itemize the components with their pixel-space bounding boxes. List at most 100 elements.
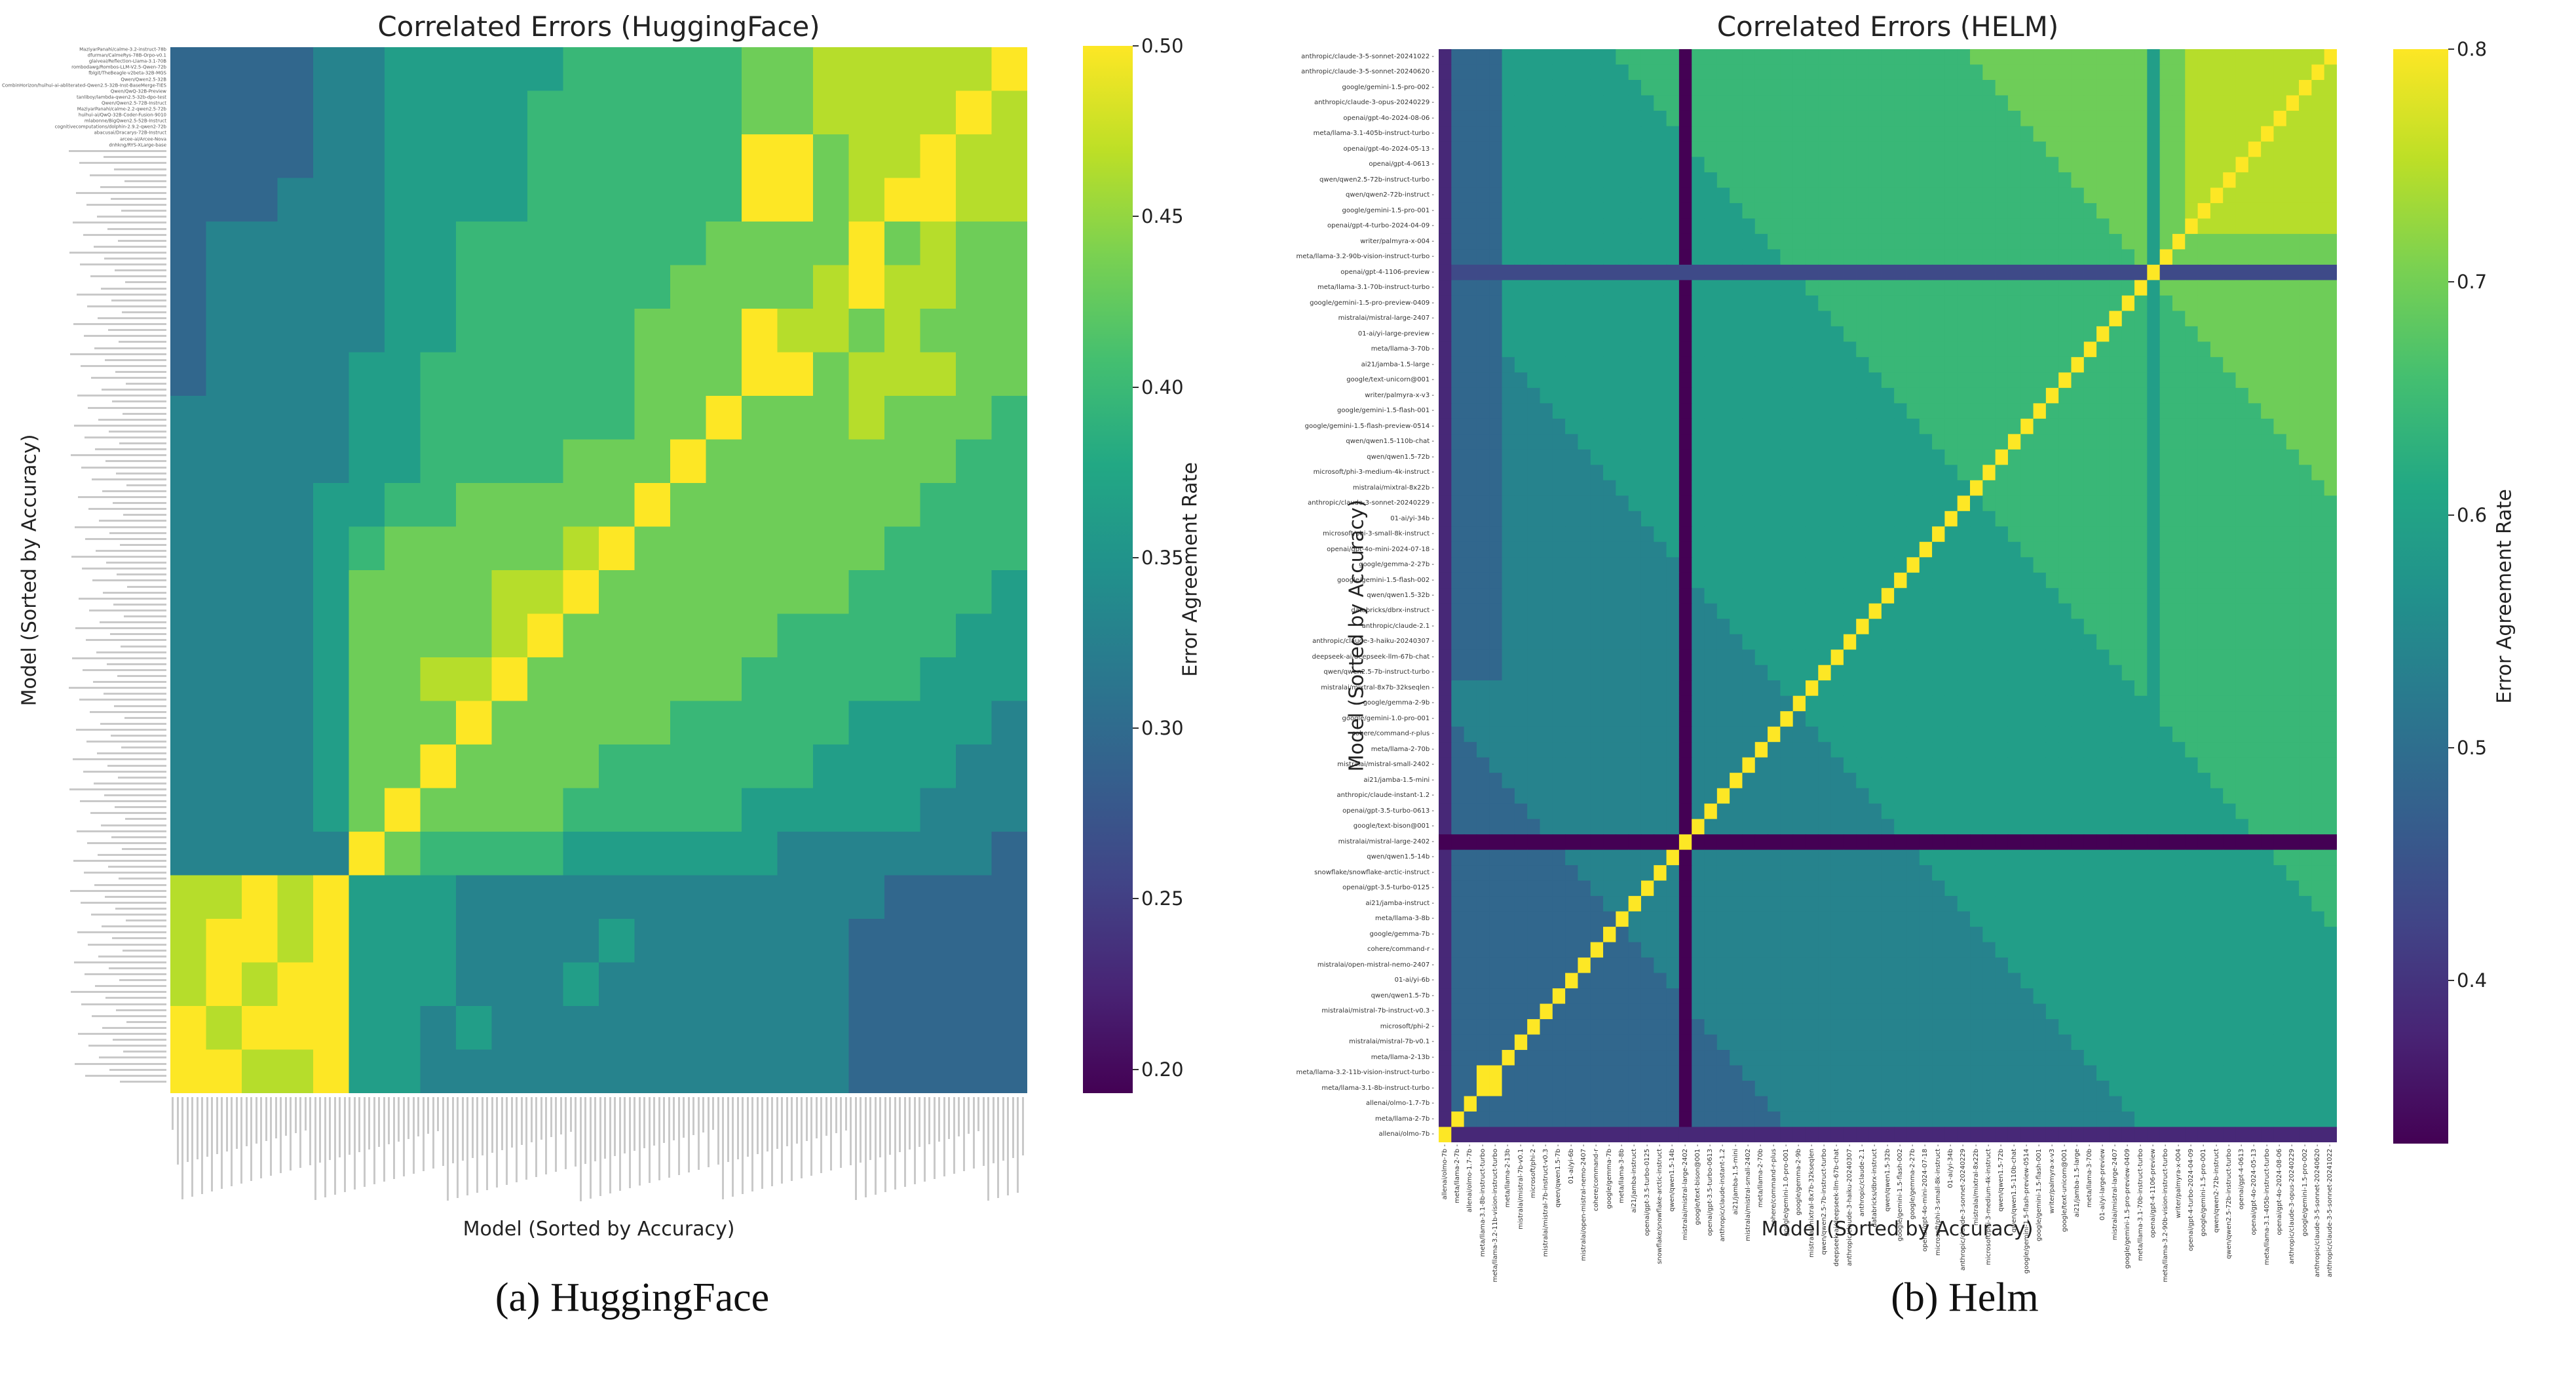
heatmap-cell xyxy=(1716,203,1730,220)
heatmap-cell xyxy=(1792,511,1806,527)
heatmap-cell xyxy=(1476,233,1490,250)
heatmap-cell xyxy=(1768,757,1781,773)
heatmap-cell xyxy=(1527,126,1541,142)
heatmap-cell xyxy=(313,90,350,135)
heatmap-cell xyxy=(1527,157,1541,173)
y-tick-label-placeholder xyxy=(86,741,166,743)
heatmap-cell xyxy=(1932,711,1945,727)
heatmap-cell xyxy=(1451,557,1465,573)
heatmap-cell xyxy=(1768,849,1781,866)
y-tick-label-placeholder xyxy=(91,914,166,916)
heatmap-cell xyxy=(1451,418,1465,435)
heatmap-cell xyxy=(2096,649,2110,666)
heatmap-cell xyxy=(1944,557,1958,573)
heatmap-cell xyxy=(2045,49,2059,66)
heatmap-cell xyxy=(2286,218,2300,235)
y-tick-label: meta/llama-2-13b - xyxy=(1371,1053,1434,1061)
heatmap-cell xyxy=(1906,557,1920,573)
heatmap-cell xyxy=(2058,603,2072,619)
heatmap-cell xyxy=(1792,110,1806,127)
heatmap-cell xyxy=(1995,541,2009,558)
heatmap-cell xyxy=(2109,742,2123,758)
heatmap-cell xyxy=(2033,588,2047,604)
heatmap-cell xyxy=(2261,295,2275,311)
heatmap-cell xyxy=(1754,372,1768,389)
heatmap-cell xyxy=(813,178,850,222)
heatmap-cell xyxy=(848,396,885,440)
heatmap-cell xyxy=(2147,726,2161,743)
heatmap-cell xyxy=(2324,788,2337,804)
heatmap-cell xyxy=(1716,141,1730,158)
heatmap-cell xyxy=(1894,357,1908,373)
heatmap-cell xyxy=(1856,819,1870,835)
heatmap-cell xyxy=(1704,849,1718,866)
heatmap-cell xyxy=(1818,110,1832,127)
heatmap-cell xyxy=(1894,511,1908,527)
heatmap-cell xyxy=(1489,341,1503,358)
heatmap-cell xyxy=(670,701,707,745)
heatmap-cell xyxy=(2083,865,2097,881)
y-tick-label: google/gemma-7b - xyxy=(1369,930,1434,938)
heatmap-cell xyxy=(1856,264,1870,280)
heatmap-cell xyxy=(1754,264,1768,280)
heatmap-cell xyxy=(2020,680,2034,697)
heatmap-cell xyxy=(2109,403,2123,419)
y-tick-label: google/gemma-2-9b - xyxy=(1363,699,1434,707)
heatmap-cell xyxy=(1919,311,1933,327)
heatmap-cell xyxy=(1628,742,1642,758)
heatmap-cell xyxy=(1654,680,1667,697)
heatmap-cell xyxy=(277,526,314,571)
heatmap-cell xyxy=(2020,834,2034,851)
heatmap-cell xyxy=(706,396,742,440)
heatmap-cell xyxy=(2210,865,2224,881)
heatmap-cell xyxy=(1843,79,1857,96)
heatmap-cell xyxy=(1578,511,1591,527)
heatmap-cell xyxy=(1792,449,1806,465)
heatmap-cell xyxy=(1678,619,1692,635)
heatmap-cell xyxy=(1616,326,1629,342)
heatmap-cell xyxy=(2223,788,2237,804)
heatmap-cell xyxy=(1654,511,1667,527)
heatmap-cell xyxy=(1464,449,1477,465)
heatmap-cell xyxy=(1768,526,1781,543)
heatmap-cell xyxy=(1540,141,1553,158)
heatmap-cell xyxy=(2311,511,2325,527)
heatmap-cell xyxy=(706,526,742,571)
heatmap-cell xyxy=(599,134,635,179)
heatmap-cell xyxy=(848,1006,885,1051)
heatmap-cell xyxy=(1464,588,1477,604)
heatmap-cell xyxy=(1932,449,1945,465)
heatmap-cell xyxy=(1830,849,1844,866)
heatmap-cell xyxy=(1692,526,1705,543)
heatmap-cell xyxy=(1982,311,1996,327)
heatmap-cell xyxy=(1894,203,1908,220)
heatmap-cell xyxy=(1944,387,1958,404)
heatmap-cell xyxy=(1565,95,1579,111)
heatmap-cell xyxy=(1616,203,1629,220)
heatmap-cell xyxy=(1856,588,1870,604)
y-tick-label-placeholder xyxy=(88,508,166,511)
heatmap-cell xyxy=(2286,803,2300,820)
heatmap-cell xyxy=(1552,95,1566,111)
heatmap-cell xyxy=(1970,680,1983,697)
heatmap-cell xyxy=(2273,572,2287,589)
heatmap-cell xyxy=(670,962,707,1007)
heatmap-cell xyxy=(563,47,599,92)
heatmap-cell xyxy=(1906,665,1920,681)
heatmap-cell xyxy=(2121,372,2135,389)
heatmap-cell xyxy=(1919,157,1933,173)
heatmap-cell xyxy=(2172,572,2186,589)
heatmap-cell xyxy=(2096,280,2110,296)
heatmap-cell xyxy=(1843,203,1857,220)
heatmap-cell xyxy=(1666,418,1680,435)
heatmap-cell xyxy=(2311,541,2325,558)
heatmap-cell xyxy=(1565,757,1579,773)
heatmap-cell xyxy=(2185,634,2199,650)
y-tick-label-placeholder xyxy=(94,883,166,886)
x-tick-label-placeholder xyxy=(530,1097,533,1142)
heatmap-cell xyxy=(2134,280,2148,296)
heatmap-cell xyxy=(1628,264,1642,280)
heatmap-cell xyxy=(1439,695,1452,712)
heatmap-cell xyxy=(1805,649,1819,666)
heatmap-cell xyxy=(1565,619,1579,635)
